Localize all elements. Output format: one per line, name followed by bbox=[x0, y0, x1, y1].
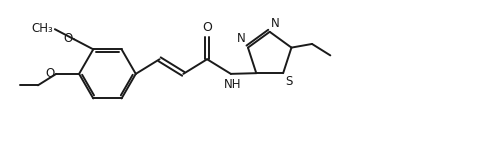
Text: S: S bbox=[286, 75, 293, 88]
Text: N: N bbox=[271, 17, 280, 30]
Text: O: O bbox=[46, 67, 55, 80]
Text: O: O bbox=[63, 32, 72, 45]
Text: NH: NH bbox=[224, 78, 241, 90]
Text: N: N bbox=[237, 32, 246, 45]
Text: O: O bbox=[202, 21, 212, 34]
Text: CH₃: CH₃ bbox=[32, 22, 53, 35]
